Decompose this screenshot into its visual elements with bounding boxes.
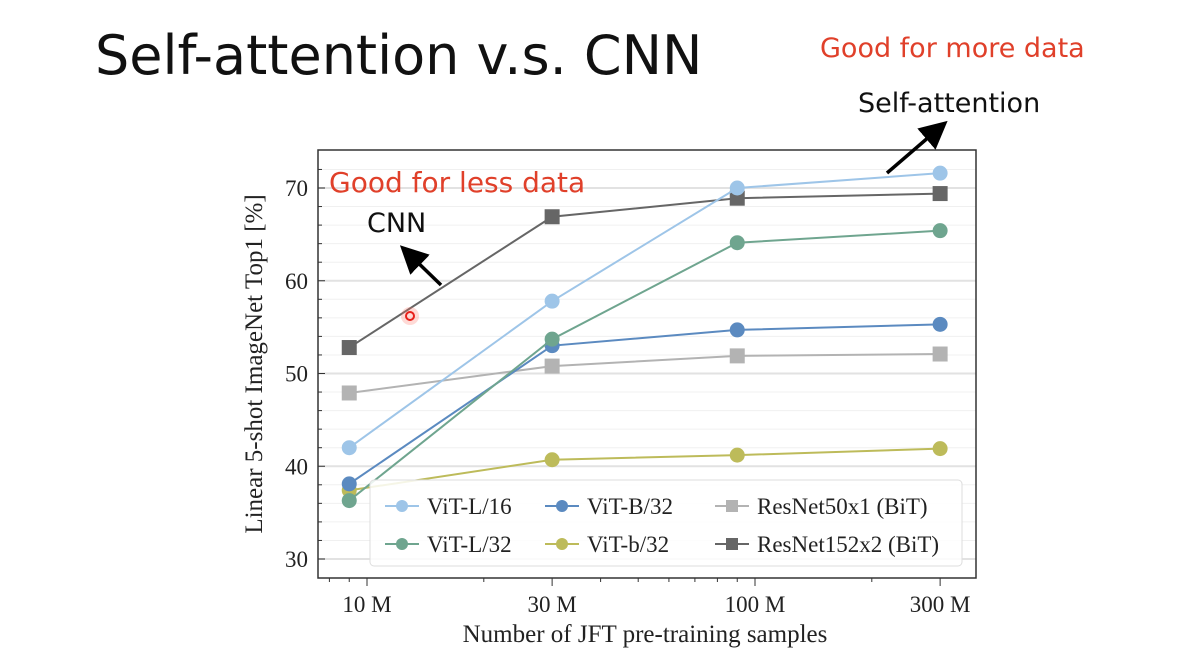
series-line-vit-l-32 xyxy=(348,229,941,502)
y-tick-label: 50 xyxy=(285,362,308,387)
data-point xyxy=(544,293,560,309)
legend-box xyxy=(369,479,963,567)
legend: ViT-L/16 ViT-B/32 ResNet50x1 (BiT) ViT-L/32… xyxy=(369,479,963,567)
data-point xyxy=(932,186,948,202)
data-point xyxy=(341,385,357,401)
series-line-vit-b-32 xyxy=(349,447,941,492)
x-tick-label: 300 M xyxy=(910,592,971,617)
data-point xyxy=(932,316,948,332)
legend-marker xyxy=(396,538,408,550)
x-axis-label: Number of JFT pre-training samples xyxy=(463,621,828,648)
note-cnn: CNN xyxy=(367,208,426,239)
plot-frame xyxy=(317,149,977,579)
data-point xyxy=(341,440,357,456)
data-point xyxy=(729,235,745,251)
self-attention-arrow-icon xyxy=(885,120,948,175)
data-point xyxy=(544,331,560,347)
note-less-data: Good for less data xyxy=(329,166,585,199)
legend-marker xyxy=(726,500,738,512)
series-lines xyxy=(341,165,948,509)
data-point xyxy=(932,346,948,362)
legend-label: ViT-B/32 xyxy=(587,494,673,519)
note-self-attention: Self-attention xyxy=(858,88,1040,119)
series-line-vit-b-32 xyxy=(348,323,941,485)
data-point xyxy=(932,223,948,239)
legend-label: ResNet50x1 (BiT) xyxy=(757,494,928,519)
series-line-resnet50x1-bit- xyxy=(349,353,941,394)
data-point xyxy=(729,180,745,196)
slide-title: Self-attention v.s. CNN xyxy=(95,24,702,87)
legend-marker xyxy=(726,538,738,550)
legend-marker xyxy=(556,500,568,512)
legend-marker xyxy=(556,538,568,550)
y-axis-label: Linear 5-shot ImageNet Top1 [%] xyxy=(241,194,268,533)
legend-label: ViT-b/32 xyxy=(587,532,669,557)
x-tick-label: 10 M xyxy=(342,592,391,617)
series-line-resnet152x2-bit- xyxy=(348,192,941,349)
data-point xyxy=(341,476,357,492)
x-tick-label: 30 M xyxy=(528,592,577,617)
data-point xyxy=(729,322,745,338)
data-point xyxy=(932,165,948,181)
y-tick-label: 30 xyxy=(285,547,308,572)
data-point xyxy=(729,348,745,364)
data-point xyxy=(341,340,357,356)
series-line-vit-l-16 xyxy=(348,172,941,449)
cnn-arrow-icon xyxy=(399,245,443,287)
data-point xyxy=(544,209,560,225)
x-tick-label: 100 M xyxy=(725,592,786,617)
axis-ticks: 30 40 50 60 70 10 M 30 M 100 M 300 M xyxy=(285,168,971,617)
cursor-icon xyxy=(405,311,415,321)
legend-marker xyxy=(396,500,408,512)
cursor-halo-icon xyxy=(401,307,419,325)
legend-label: ViT-L/32 xyxy=(427,532,512,557)
data-point xyxy=(932,441,948,457)
note-more-data: Good for more data xyxy=(820,33,1085,64)
legend-label: ViT-L/16 xyxy=(427,494,512,519)
data-point xyxy=(729,447,745,463)
legend-label: ResNet152x2 (BiT) xyxy=(757,532,939,557)
data-point xyxy=(544,358,560,374)
y-tick-label: 60 xyxy=(285,269,308,294)
y-tick-label: 40 xyxy=(285,454,308,479)
y-tick-label: 70 xyxy=(285,176,308,201)
data-point xyxy=(544,452,560,468)
data-point xyxy=(341,493,357,509)
